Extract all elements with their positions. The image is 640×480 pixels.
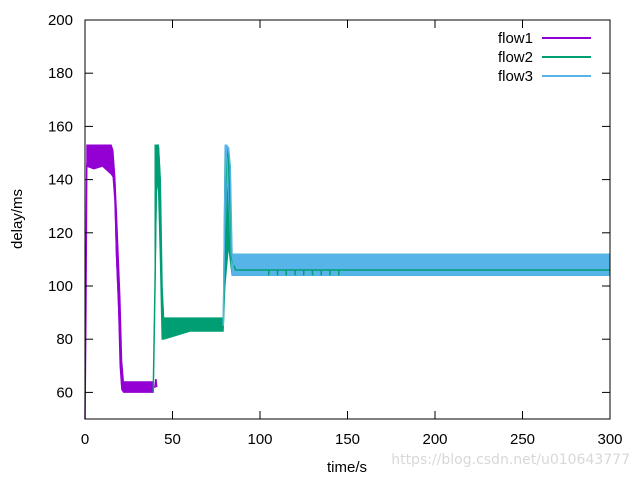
- series-band-flow3: [224, 144, 611, 276]
- y-tick-label: 80: [56, 331, 73, 348]
- x-tick-label: 300: [597, 431, 622, 448]
- series-lines: [84, 146, 610, 420]
- series-line-flow1: [84, 149, 158, 420]
- y-tick-label: 180: [48, 65, 73, 82]
- y-tick-label: 200: [48, 12, 73, 29]
- series-bands: [86, 144, 611, 393]
- x-axis-title: time/s: [327, 459, 367, 476]
- series-line-flow2: [152, 146, 610, 393]
- x-tick-label: 250: [510, 431, 535, 448]
- x-tick-label: 50: [164, 431, 181, 448]
- y-tick-label: 120: [48, 225, 73, 242]
- series-line-flow3: [222, 146, 610, 326]
- x-tick-label: 150: [335, 431, 360, 448]
- axes: 0 50 100 150 200 250 300 60 80 100 120 140 160 180 200: [48, 12, 623, 448]
- y-tick-label: 60: [56, 384, 73, 401]
- x-tick-label: 100: [247, 431, 272, 448]
- y-axis-title: delay/ms: [9, 189, 26, 249]
- legend: flow1 flow2 flow3: [498, 30, 591, 85]
- x-tick-label: 0: [81, 431, 89, 448]
- y-tick-label: 160: [48, 118, 73, 135]
- watermark-text: https://blog.csdn.net/u010643777: [391, 452, 630, 468]
- y-tick-label: 140: [48, 172, 73, 189]
- x-tick-label: 200: [422, 431, 447, 448]
- legend-label-flow3: flow3: [498, 68, 533, 85]
- legend-label-flow1: flow1: [498, 30, 533, 47]
- y-tick-label: 100: [48, 278, 73, 295]
- legend-label-flow2: flow2: [498, 49, 533, 66]
